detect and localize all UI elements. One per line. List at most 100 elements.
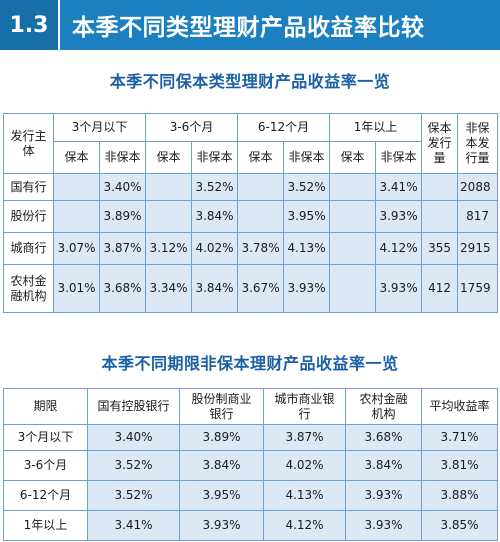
cell: 3.07%	[53, 232, 100, 265]
cell	[421, 173, 459, 201]
cell: 817	[457, 200, 499, 233]
cell: 3.93%	[283, 264, 331, 313]
cell: 4.13%	[263, 480, 346, 511]
cell: 3.52%	[283, 173, 331, 201]
period-header: 6-12个月	[237, 113, 331, 142]
section-number: 1.3	[0, 0, 58, 50]
cell: 3.93%	[179, 510, 264, 541]
row-label: 国有行	[3, 173, 54, 201]
cell: 3.89%	[98, 200, 147, 233]
cell: 4.12%	[375, 232, 423, 265]
cell	[145, 200, 193, 233]
cell: 2915	[457, 232, 499, 265]
cell	[53, 173, 100, 201]
row-label: 股份行	[3, 200, 54, 233]
header-divider	[58, 0, 60, 50]
cell: 1759	[457, 264, 499, 313]
section-title: 本季不同类型理财产品收益率比较	[72, 15, 425, 41]
column-header: 股份制商业银行	[179, 388, 264, 425]
column-header: 城市商业银行	[263, 388, 346, 425]
cell: 3.78%	[237, 232, 285, 265]
cell	[237, 200, 285, 233]
cell: 3.87%	[98, 232, 147, 265]
table-row: 3个月以下 3.40% 3.89% 3.87% 3.68% 3.71%	[3, 424, 498, 451]
table1-title: 本季不同保本类型理财产品收益率一览	[109, 72, 391, 91]
cell: 3.87%	[263, 424, 346, 451]
cell: 2088	[457, 173, 499, 201]
row-label: 6-12个月	[3, 480, 88, 511]
cell: 3.52%	[191, 173, 239, 201]
cell: 3.01%	[53, 264, 100, 313]
cell: 3.93%	[375, 264, 423, 313]
row-label: 3个月以下	[3, 424, 88, 451]
row-label: 1年以上	[3, 510, 88, 541]
cell: 3.84%	[191, 200, 239, 233]
cell: 3.52%	[87, 450, 180, 481]
cell: 3.71%	[421, 424, 498, 451]
period-header: 3-6个月	[145, 113, 239, 142]
cell: 3.67%	[237, 264, 285, 313]
cell: 3.52%	[87, 480, 180, 511]
cell	[421, 200, 459, 233]
cell: 3.41%	[87, 510, 180, 541]
guaranteed-subheader: 保本	[329, 141, 377, 174]
period-header: 3个月以下	[52, 113, 147, 142]
cell: 3.84%	[179, 450, 264, 481]
cell: 3.88%	[421, 480, 498, 511]
cell: 4.02%	[191, 232, 239, 265]
cell: 4.12%	[263, 510, 346, 541]
guarantee-type-table: 发行主体 3个月以下 3-6个月 6-12个月 1年以上 保本发行量 非保本发行…	[3, 113, 499, 313]
guaranteed-subheader: 保本	[145, 141, 193, 174]
guaranteed-subheader: 保本	[237, 141, 285, 174]
cell: 3.41%	[375, 173, 423, 201]
table2-title: 本季不同期限非保本理财产品收益率一览	[101, 354, 399, 373]
nonguaranteed-subheader: 非保本	[98, 141, 147, 174]
column-header: 期限	[3, 388, 88, 425]
guaranteed-count-header: 保本发行量	[421, 113, 459, 174]
column-header: 农村金融机构	[345, 388, 422, 425]
cell: 3.84%	[191, 264, 239, 313]
issuer-header: 发行主体	[3, 113, 54, 174]
cell	[329, 264, 377, 313]
period-header: 1年以上	[329, 113, 423, 142]
nonguaranteed-subheader: 非保本	[375, 141, 423, 174]
table-row: 城商行 3.07% 3.87% 3.12% 4.02% 3.78% 4.13% …	[3, 232, 499, 265]
cell: 3.34%	[145, 264, 193, 313]
cell: 4.02%	[263, 450, 346, 481]
cell: 3.40%	[87, 424, 180, 451]
cell: 3.89%	[179, 424, 264, 451]
section-header: 1.3 本季不同类型理财产品收益率比较	[0, 0, 500, 50]
cell: 3.93%	[375, 200, 423, 233]
cell: 4.13%	[283, 232, 331, 265]
cell	[53, 200, 100, 233]
column-header: 平均收益率	[421, 388, 498, 425]
row-label: 城商行	[3, 232, 54, 265]
table-row: 国有行 3.40% 3.52% 3.52% 3.41% 2088	[3, 173, 499, 201]
cell: 3.68%	[345, 424, 422, 451]
cell: 3.93%	[345, 480, 422, 511]
column-header: 国有控股银行	[87, 388, 180, 425]
row-label: 农村金融机构	[3, 264, 54, 313]
cell: 3.40%	[98, 173, 147, 201]
row-label: 3-6个月	[3, 450, 88, 481]
cell	[329, 200, 377, 233]
table-row: 股份行 3.89% 3.84% 3.95% 3.93% 817	[3, 200, 499, 233]
nonguaranteed-subheader: 非保本	[191, 141, 239, 174]
cell: 3.68%	[98, 264, 147, 313]
nonguaranteed-count-header: 非保本发行量	[457, 113, 499, 174]
cell: 3.85%	[421, 510, 498, 541]
cell: 3.84%	[345, 450, 422, 481]
cell: 3.95%	[283, 200, 331, 233]
table-row: 6-12个月 3.52% 3.95% 4.13% 3.93% 3.88%	[3, 480, 498, 511]
table-row: 1年以上 3.41% 3.93% 4.12% 3.93% 3.85%	[3, 510, 498, 541]
cell: 412	[421, 264, 459, 313]
cell: 3.12%	[145, 232, 193, 265]
nonguaranteed-term-table: 期限 国有控股银行 股份制商业银行 城市商业银行 农村金融机构 平均收益率 3个…	[3, 388, 498, 541]
guaranteed-subheader: 保本	[53, 141, 100, 174]
table-row: 农村金融机构 3.01% 3.68% 3.34% 3.84% 3.67% 3.9…	[3, 264, 499, 313]
cell	[237, 173, 285, 201]
cell: 3.93%	[345, 510, 422, 541]
cell	[329, 173, 377, 201]
cell	[145, 173, 193, 201]
cell: 3.95%	[179, 480, 264, 511]
